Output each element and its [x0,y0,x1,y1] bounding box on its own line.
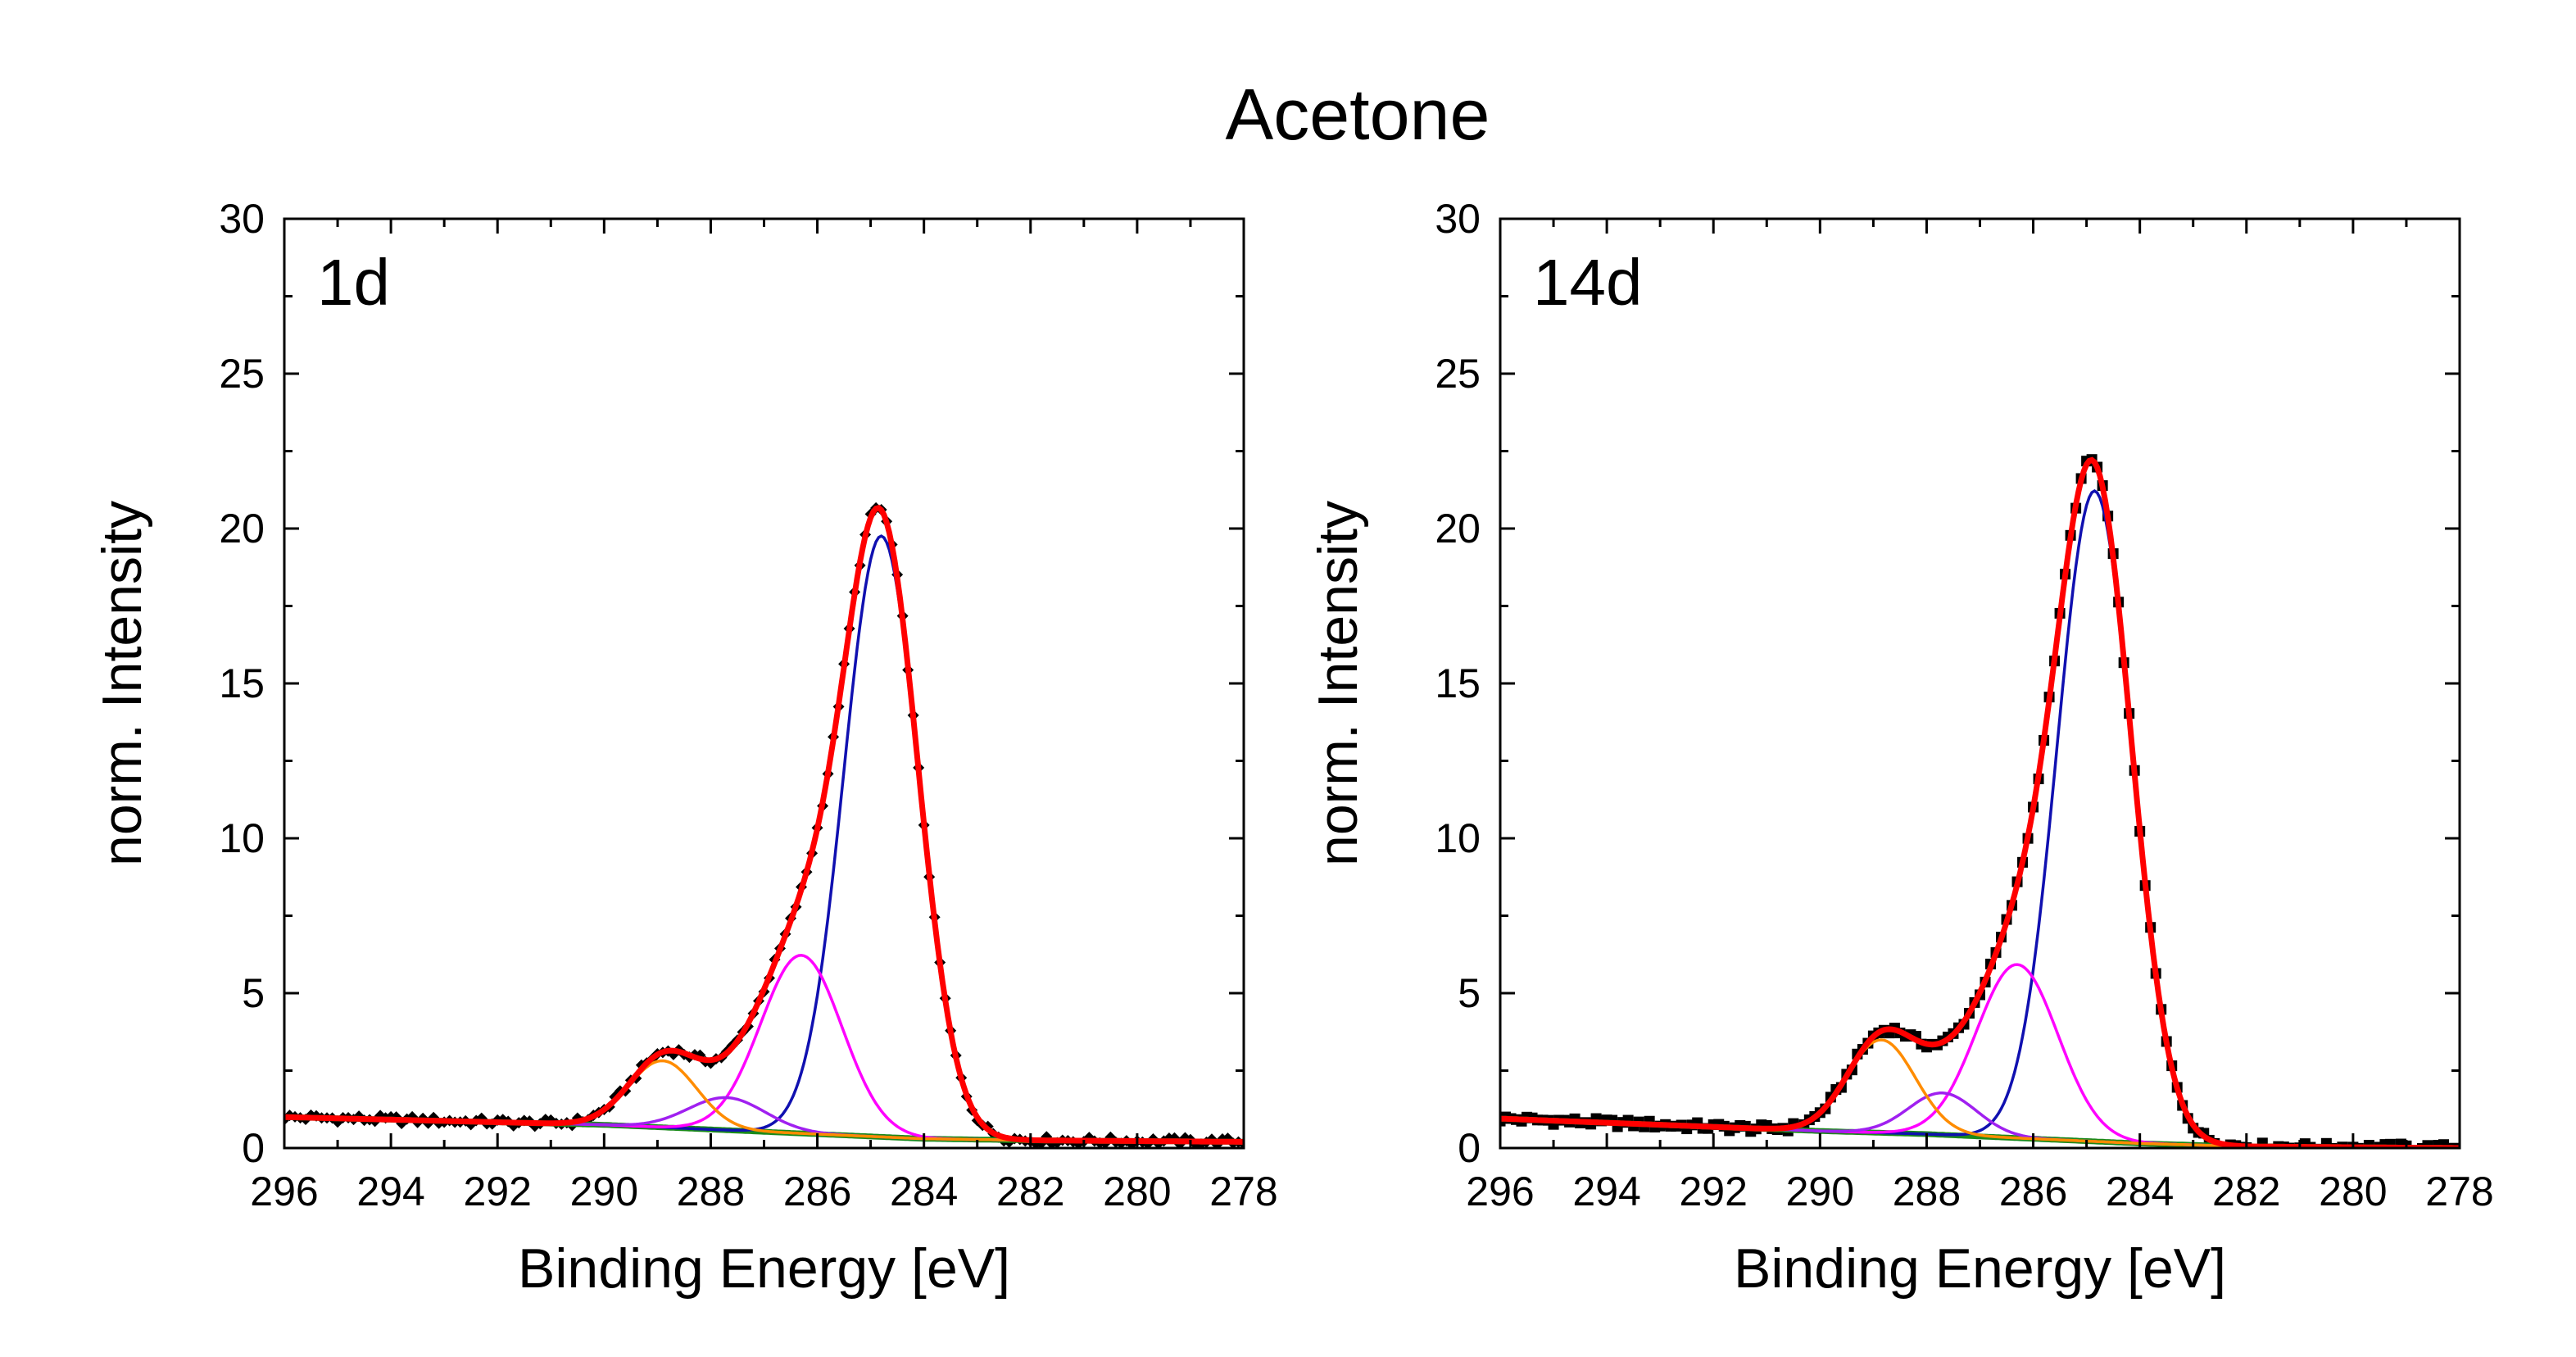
data-point [2395,1138,2406,1148]
x-tick-label: 282 [2212,1169,2280,1214]
plot-frame [1499,217,2461,1150]
figure-title: Acetone [1226,74,1490,155]
y-tick-label: 0 [1458,1125,1481,1171]
component-peak-c-o [1500,1092,2460,1148]
data-point [2384,1138,2396,1148]
x-tick-label: 296 [250,1169,318,1214]
y-tick-label: 10 [219,815,265,861]
y-axis-label: norm. Intensity [91,501,153,866]
x-tick-label: 296 [1466,1169,1534,1214]
x-axis: 296 294 292 290 288 286 284 282 280 278 [1466,219,2494,1214]
y-tick-label: 5 [1458,970,1481,1016]
x-tick-label: 292 [1680,1169,1748,1214]
plot-area [284,502,1244,1148]
x-tick-label: 292 [464,1169,532,1214]
x-tick-label: 288 [677,1169,745,1214]
x-tick-label: 286 [1999,1169,2067,1214]
y-axis: 0 5 10 15 20 25 30 [219,196,1244,1171]
y-axis-label: norm. Intensity [1307,501,1369,866]
x-tick-label: 278 [1209,1169,1277,1214]
panel-label: 1d [317,246,390,319]
measured-data-series [284,502,1244,1148]
y-tick-label: 25 [219,351,265,397]
panel-14d: 296 294 292 290 288 286 284 282 280 278 0 5 10 15 20 25… [1307,196,2494,1300]
y-tick-label: 20 [219,506,265,551]
component-peak-c-c [1500,489,2460,1148]
x-axis-label: Binding Energy [eV] [1734,1237,2226,1300]
y-tick-label: 5 [242,970,265,1016]
panel-1d: 296 294 292 290 288 286 284 282 280 278 0 5 10 15 20 25… [91,196,1278,1300]
y-tick-label: 20 [1435,506,1481,551]
x-tick-label: 286 [783,1169,851,1214]
y-tick-label: 15 [1435,660,1481,706]
x-tick-label: 280 [1103,1169,1171,1214]
y-tick-label: 0 [242,1125,265,1171]
data-point [2433,1140,2444,1148]
envelope-fit-line [284,504,1244,1145]
x-tick-label: 284 [890,1169,958,1214]
y-tick-label: 25 [1435,351,1481,397]
plot-area [1500,454,2460,1148]
panel-label: 14d [1533,246,1642,319]
x-tick-label: 294 [1572,1169,1640,1214]
component-peak-c-c [284,534,1244,1144]
data-point [2379,1139,2391,1148]
plot-frame [283,217,1245,1150]
x-tick-label: 288 [1893,1169,1961,1214]
component-peak-o-c-o [284,1059,1244,1144]
x-tick-label: 290 [570,1169,638,1214]
data-point [2299,1138,2311,1148]
y-axis: 0 5 10 15 20 25 30 [1435,196,2460,1171]
y-tick-label: 15 [219,660,265,706]
x-tick-label: 290 [1786,1169,1854,1214]
y-tick-label: 10 [1435,815,1481,861]
x-axis-label: Binding Energy [eV] [518,1237,1010,1300]
x-tick-label: 284 [2106,1169,2174,1214]
x-tick-label: 278 [2425,1169,2493,1214]
x-axis: 296 294 292 290 288 286 284 282 280 278 [250,219,1278,1214]
data-point [2363,1140,2374,1148]
y-tick-label: 30 [219,196,265,242]
x-tick-label: 282 [996,1169,1064,1214]
envelope-fit-line [1500,456,2460,1148]
data-point [2422,1140,2433,1148]
x-tick-label: 294 [356,1169,424,1214]
measured-data-series [1500,454,2460,1148]
x-tick-label: 280 [2319,1169,2387,1214]
data-point [2438,1139,2449,1148]
y-tick-label: 30 [1435,196,1481,242]
